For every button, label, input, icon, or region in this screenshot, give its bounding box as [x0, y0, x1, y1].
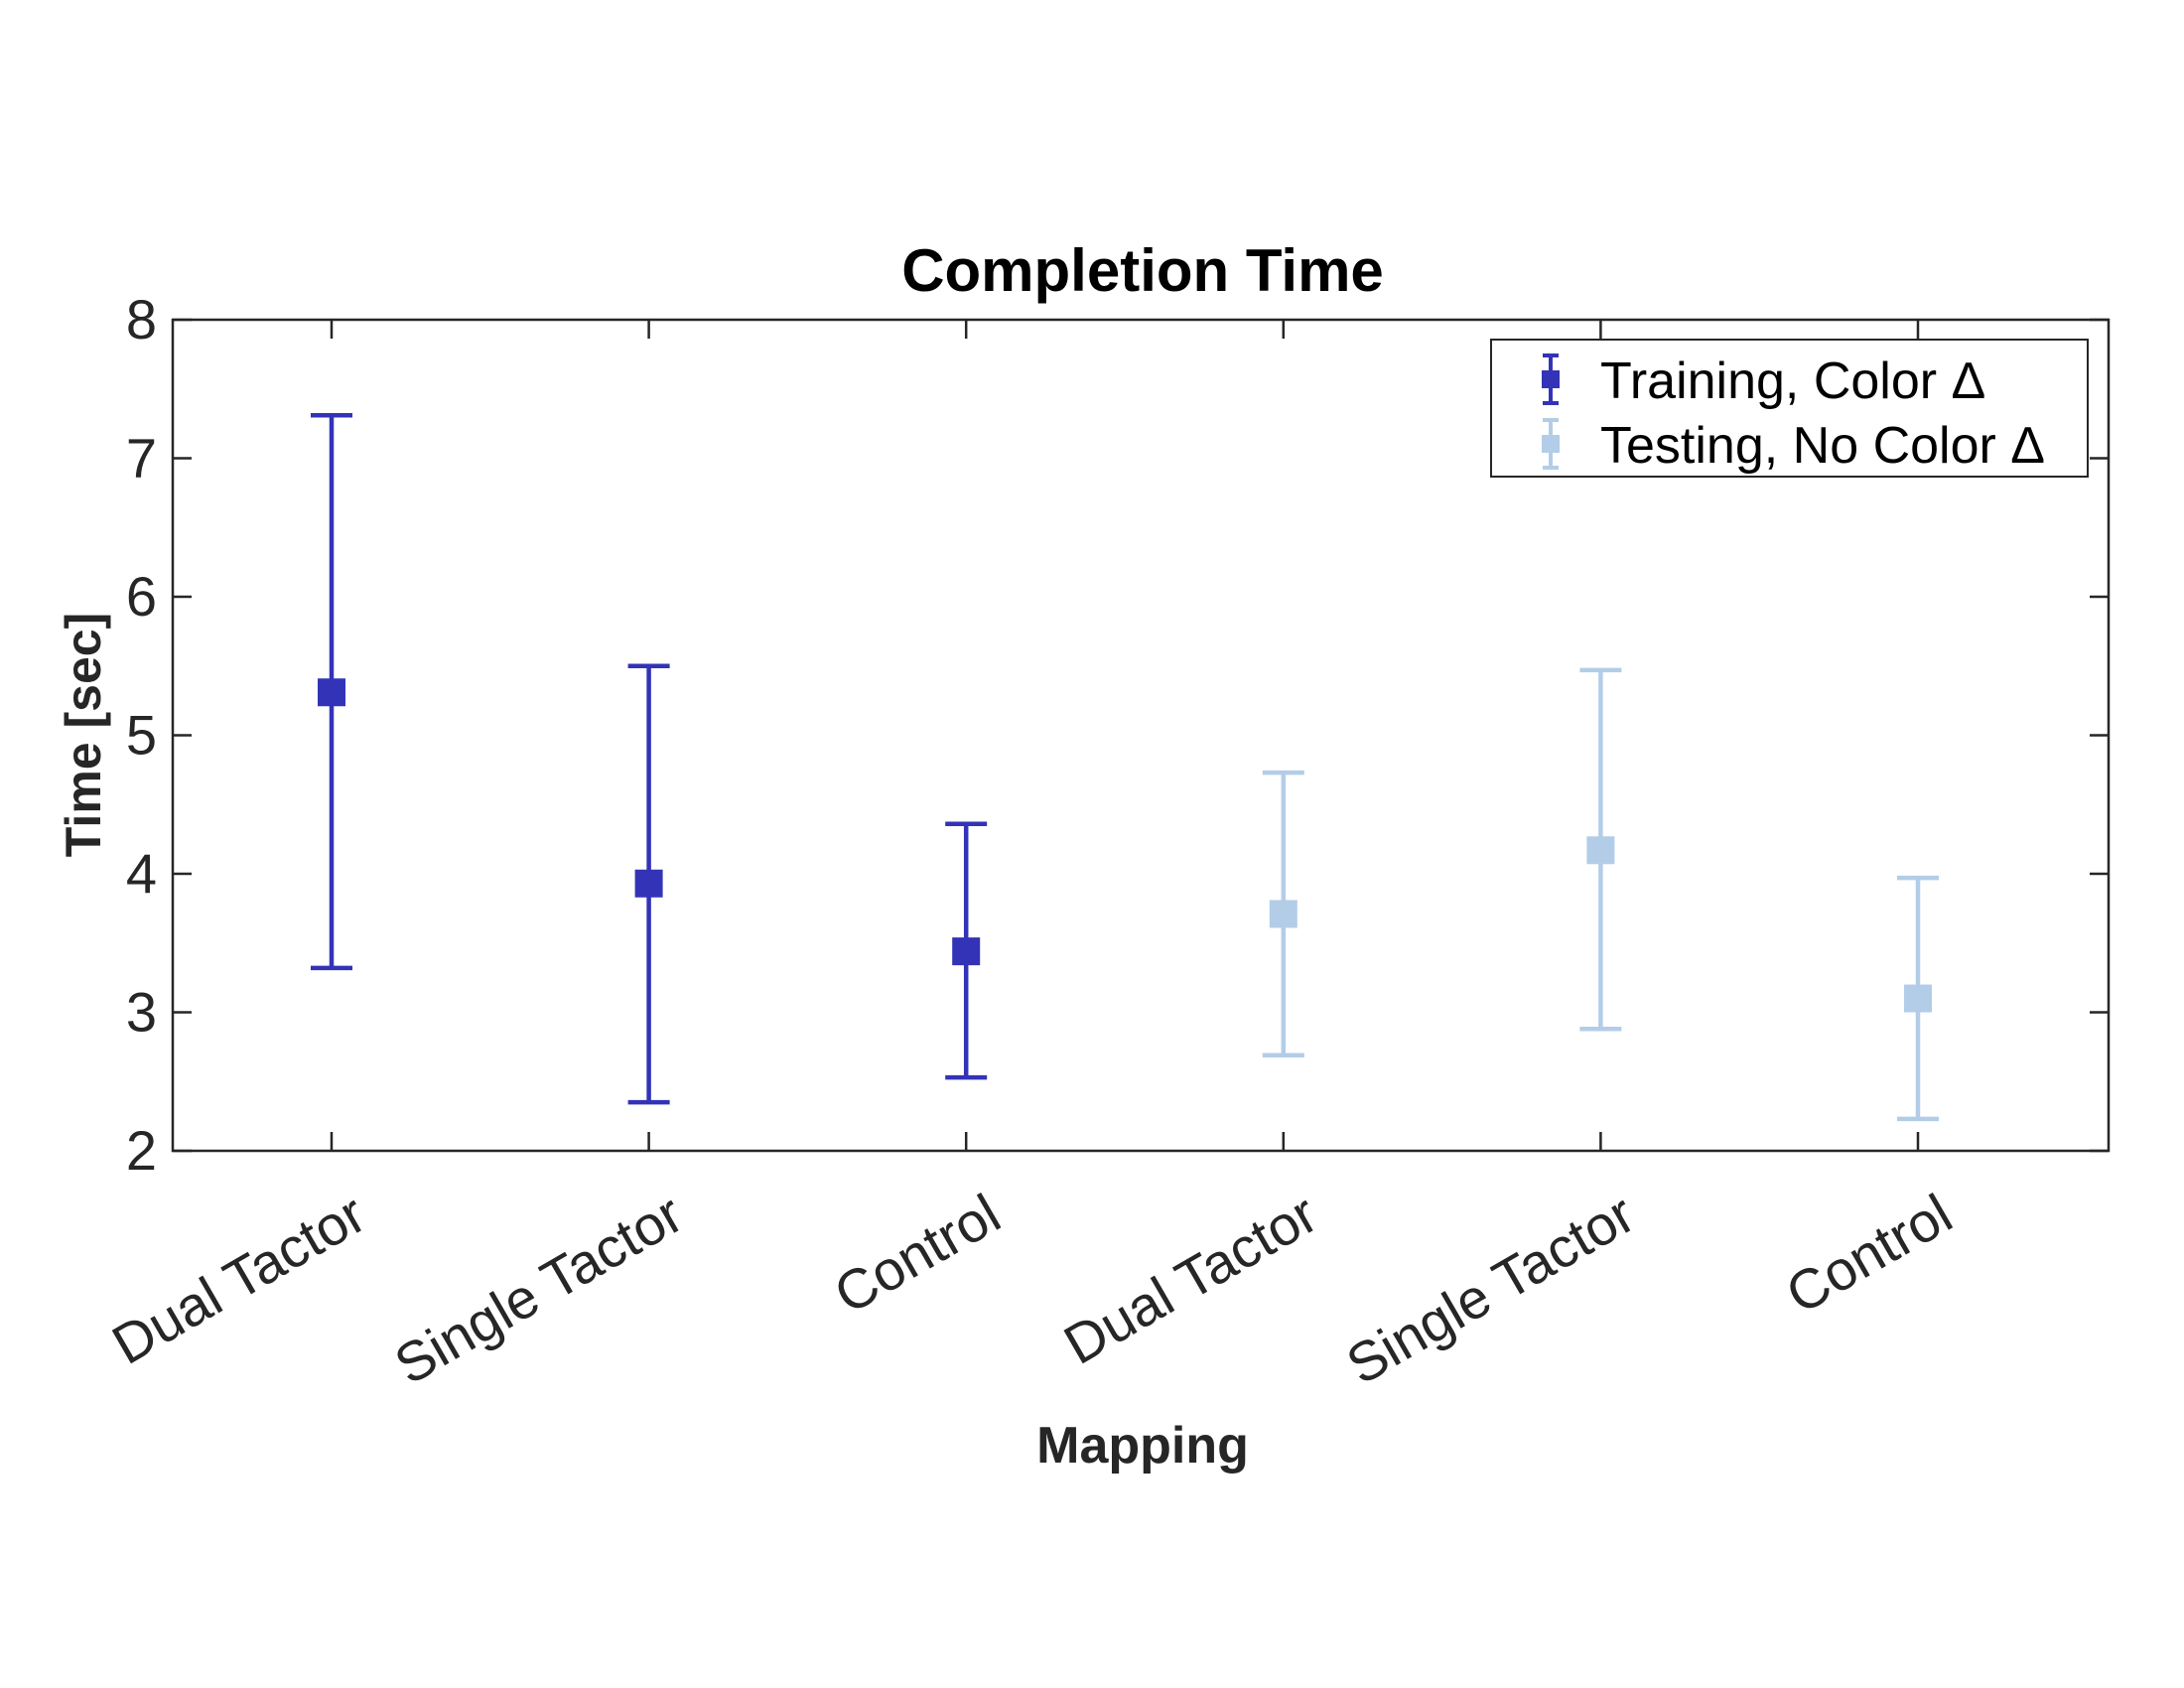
- x-tick-label: Dual Tactor: [101, 1182, 375, 1376]
- data-point-marker: [1269, 900, 1297, 928]
- legend-marker: [1542, 435, 1560, 453]
- x-tick-label: Single Tactor: [1336, 1182, 1645, 1396]
- y-tick-label: 5: [126, 704, 157, 767]
- data-point-marker: [634, 869, 663, 898]
- x-tick-label: Dual Tactor: [1053, 1182, 1327, 1376]
- y-tick-label: 2: [126, 1119, 157, 1182]
- y-tick-label: 4: [126, 842, 157, 905]
- legend-entry-label: Training, Color Δ: [1600, 352, 1985, 410]
- legend-entry-label: Testing, No Color Δ: [1600, 417, 2045, 475]
- y-tick-label: 3: [126, 981, 157, 1044]
- x-tick-label: Control: [824, 1182, 1011, 1326]
- data-point-marker: [1586, 836, 1615, 865]
- x-axis-label: Mapping: [1036, 1417, 1249, 1475]
- y-axis-label: Time [sec]: [56, 613, 111, 857]
- y-axis: 2 3 4 5 6 7 8: [126, 288, 2109, 1182]
- data-point-marker: [1904, 984, 1932, 1013]
- data-point-marker: [952, 937, 981, 966]
- data-point-marker: [318, 678, 345, 707]
- x-tick-label: Single Tactor: [384, 1182, 693, 1396]
- chart-title: Completion Time: [901, 237, 1384, 304]
- legend-box: [1490, 339, 2089, 478]
- data-marks: [311, 413, 1939, 1122]
- y-tick-label: 8: [126, 288, 157, 351]
- y-tick-label: 7: [126, 427, 157, 490]
- x-tick-label: Control: [1776, 1182, 1963, 1326]
- y-tick-label: 6: [126, 565, 157, 628]
- legend-marker: [1542, 370, 1560, 388]
- legend: Training, Color Δ Testing, No Color Δ: [1490, 339, 2089, 478]
